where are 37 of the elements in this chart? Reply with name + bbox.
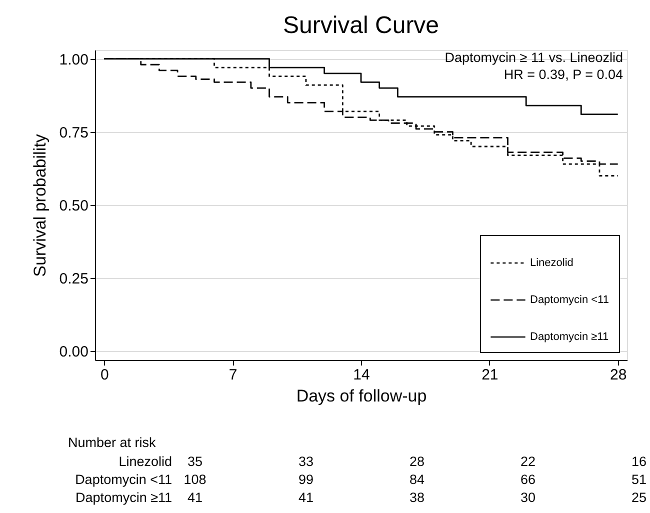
legend-label: Daptomycin ≥11 (530, 331, 609, 343)
text: 25 (631, 490, 647, 505)
text: 51 (631, 472, 647, 487)
y-tick-label: 0.75 (59, 124, 88, 142)
y-tick-label: 0.00 (59, 344, 88, 361)
text: 35 (187, 454, 203, 469)
text: 28 (409, 454, 425, 469)
text: 41 (187, 490, 203, 505)
text: 108 (184, 472, 206, 487)
text: 38 (409, 490, 425, 505)
text: 22 (520, 454, 536, 469)
x-tick-label: 0 (100, 366, 109, 384)
x-tick-label: 21 (482, 366, 498, 384)
text: 33 (298, 454, 314, 469)
text: 99 (298, 472, 314, 487)
text: Daptomycin <11 (75, 472, 172, 487)
x-tick-label: 14 (353, 366, 370, 384)
text: Number at risk (68, 435, 156, 450)
y-tick-label: 0.50 (59, 198, 88, 214)
annotation: Daptomycin ≥ 11 vs. Lineozlid (444, 50, 623, 65)
text: 66 (520, 472, 536, 487)
text: 30 (520, 490, 536, 505)
y-tick-label: 1.00 (59, 51, 88, 68)
chart-title: Survival Curve (282, 12, 440, 39)
text: 41 (298, 490, 314, 505)
legend-label: Linezolid (530, 257, 574, 269)
text: 16 (631, 454, 647, 469)
text: Daptomycin ≥11 (76, 490, 172, 505)
x-axis-title: Days of follow-up (296, 386, 427, 406)
y-tick-label: 0.25 (59, 270, 88, 288)
annotation: HR = 0.39, P = 0.04 (504, 67, 624, 82)
x-tick-label: 28 (610, 366, 627, 384)
text: 84 (409, 472, 425, 487)
y-axis-title: Survival probability (30, 134, 50, 277)
x-tick-label: 7 (228, 366, 238, 384)
text: Linezolid (118, 454, 172, 469)
legend-label: Daptomycin <11 (530, 294, 609, 306)
